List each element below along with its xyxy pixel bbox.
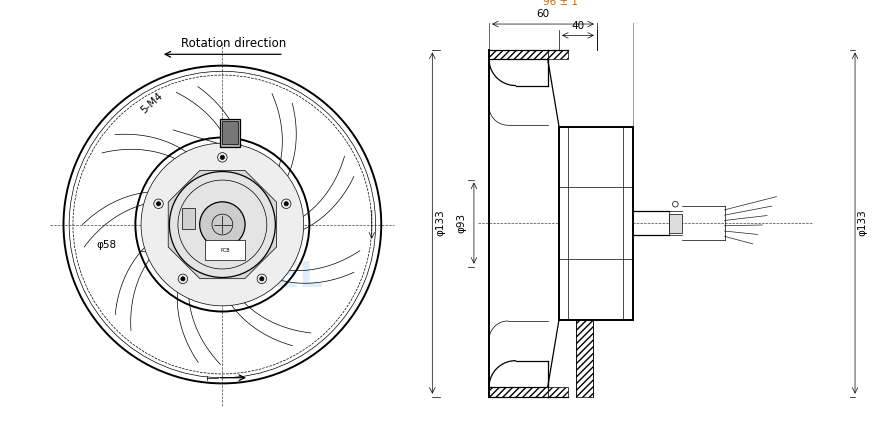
Bar bbox=[489, 387, 548, 397]
Text: φ133: φ133 bbox=[435, 210, 446, 236]
Text: 40: 40 bbox=[571, 21, 584, 31]
Text: Rotation direction: Rotation direction bbox=[181, 37, 286, 50]
Bar bbox=[223, 122, 238, 144]
Bar bbox=[205, 240, 245, 261]
Bar bbox=[669, 214, 682, 232]
Text: 96 ± 1: 96 ± 1 bbox=[544, 0, 578, 7]
Text: φ133: φ133 bbox=[858, 210, 868, 236]
Circle shape bbox=[157, 202, 160, 206]
Text: PCB: PCB bbox=[220, 247, 230, 252]
Text: VENTEL: VENTEL bbox=[168, 260, 323, 294]
Bar bbox=[548, 50, 568, 59]
Circle shape bbox=[284, 202, 289, 206]
Circle shape bbox=[181, 277, 185, 281]
Circle shape bbox=[169, 172, 275, 278]
Bar bbox=[559, 127, 633, 320]
Polygon shape bbox=[168, 170, 276, 279]
Bar bbox=[182, 208, 195, 229]
Text: φ58: φ58 bbox=[96, 240, 117, 250]
Text: 60: 60 bbox=[536, 9, 550, 19]
Circle shape bbox=[200, 202, 245, 247]
Circle shape bbox=[141, 143, 304, 306]
Bar bbox=[489, 50, 548, 59]
Text: 5-M4: 5-M4 bbox=[138, 91, 165, 116]
Bar bbox=[576, 320, 593, 397]
Bar bbox=[548, 387, 568, 397]
Circle shape bbox=[220, 155, 225, 159]
Circle shape bbox=[260, 277, 264, 281]
Text: φ93: φ93 bbox=[456, 213, 466, 233]
Bar bbox=[219, 119, 241, 147]
